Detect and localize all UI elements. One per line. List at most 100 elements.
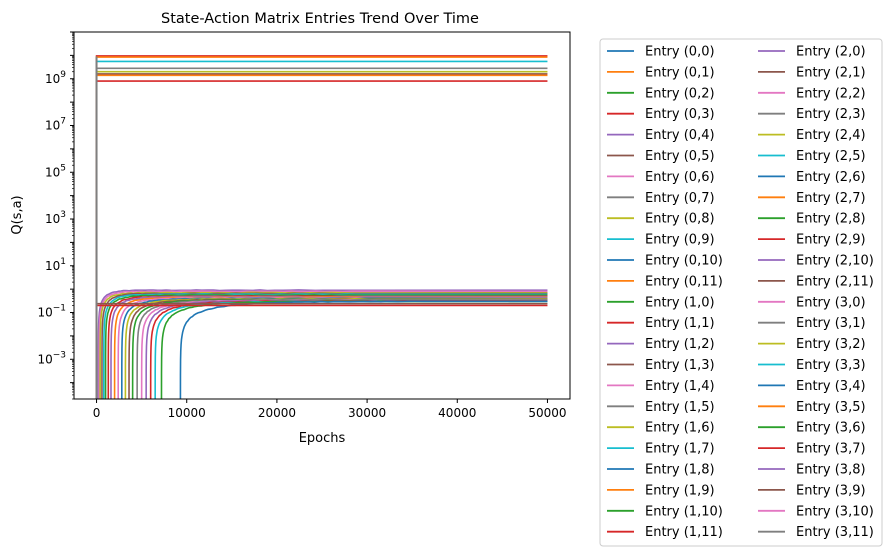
series-line [140, 299, 548, 399]
series-line [149, 299, 548, 399]
x-tick-label: 0 [93, 406, 101, 420]
legend-label: Entry (3,10) [796, 504, 874, 519]
legend-entry: Entry (0,0) [607, 45, 715, 60]
series-line [95, 304, 548, 399]
legend-label: Entry (3,9) [796, 483, 866, 498]
legend-label: Entry (0,9) [645, 233, 715, 248]
legend-entry: Entry (2,1) [758, 65, 866, 80]
plot-area [73, 31, 571, 400]
legend-entry: Entry (1,3) [607, 358, 715, 373]
legend-entry: Entry (3,4) [758, 379, 866, 394]
legend-label: Entry (1,2) [645, 337, 715, 352]
legend-label: Entry (3,11) [796, 525, 874, 540]
legend-entry: Entry (3,0) [758, 295, 866, 310]
series-line [95, 67, 548, 399]
x-axis: 0 10000 20000 30000 40000 50000 [93, 399, 567, 420]
legend-entry: Entry (2,7) [758, 191, 866, 206]
series-line [95, 80, 548, 399]
legend-entry: Entry (0,9) [607, 233, 715, 248]
chart-title: State-Action Matrix Entries Trend Over T… [161, 11, 479, 27]
legend-entry: Entry (0,4) [607, 128, 715, 143]
legend-label: Entry (1,7) [645, 442, 715, 457]
legend-label: Entry (1,10) [645, 504, 723, 519]
legend-entry: Entry (0,5) [607, 149, 715, 164]
legend-label: Entry (1,6) [645, 421, 715, 436]
series-line [113, 296, 548, 399]
y-tick-label: 107 [45, 117, 66, 133]
x-tick-label: 10000 [168, 406, 206, 420]
series-line [124, 297, 548, 399]
series-line [145, 299, 548, 399]
legend-entry: Entry (1,11) [607, 525, 723, 540]
x-tick-label: 20000 [258, 406, 296, 420]
legend-label: Entry (2,8) [796, 212, 866, 227]
series-line [97, 289, 548, 399]
legend-entry: Entry (1,5) [607, 400, 715, 415]
x-tick-label: 50000 [528, 406, 566, 420]
series-line [95, 60, 548, 399]
legend-entry: Entry (3,3) [758, 358, 866, 373]
series-line [95, 74, 548, 399]
legend-label: Entry (0,6) [645, 170, 715, 185]
legend-label: Entry (1,1) [645, 316, 715, 331]
legend-entry: Entry (0,8) [607, 212, 715, 227]
legend-label: Entry (0,10) [645, 254, 723, 269]
legend-entry: Entry (1,2) [607, 337, 715, 352]
legend-label: Entry (3,5) [796, 400, 866, 415]
legend-label: Entry (1,8) [645, 463, 715, 478]
legend-entry: Entry (3,11) [758, 525, 874, 540]
legend-entry: Entry (2,6) [758, 170, 866, 185]
legend-label: Entry (2,0) [796, 45, 866, 60]
series-line [95, 56, 548, 399]
legend-label: Entry (1,3) [645, 358, 715, 373]
legend-entry: Entry (1,6) [607, 421, 715, 436]
x-tick-label: 30000 [348, 406, 386, 420]
legend-entry: Entry (3,9) [758, 483, 866, 498]
series-line [98, 290, 548, 399]
legend-entry: Entry (2,11) [758, 274, 874, 289]
legend-entry: Entry (0,2) [607, 86, 715, 101]
legend-label: Entry (3,4) [796, 379, 866, 394]
legend-label: Entry (1,9) [645, 483, 715, 498]
legend-entry: Entry (3,10) [758, 504, 874, 519]
legend-label: Entry (0,0) [645, 45, 715, 60]
legend-label: Entry (1,4) [645, 379, 715, 394]
series-line [131, 298, 548, 399]
legend-entry: Entry (1,8) [607, 463, 715, 478]
legend-label: Entry (0,7) [645, 191, 715, 206]
legend-entry: Entry (2,10) [758, 254, 874, 269]
series-line [117, 296, 548, 399]
legend-label: Entry (2,5) [796, 149, 866, 164]
legend-entry: Entry (3,7) [758, 442, 866, 457]
y-tick-label: 10−3 [37, 350, 66, 366]
legend-label: Entry (3,3) [796, 358, 866, 373]
series-line [95, 55, 548, 399]
legend-entry: Entry (2,0) [758, 45, 866, 60]
y-tick-label: 105 [45, 163, 66, 179]
legend-entry: Entry (1,4) [607, 379, 715, 394]
legend-label: Entry (0,11) [645, 274, 723, 289]
y-axis-label: Q(s,a) [10, 195, 25, 234]
series-line [160, 300, 548, 399]
legend-entry: Entry (2,3) [758, 107, 866, 122]
series-line [95, 302, 548, 399]
series-line [154, 300, 548, 399]
y-tick-label: 103 [45, 210, 66, 226]
legend-label: Entry (2,9) [796, 233, 866, 248]
legend-label: Entry (0,8) [645, 212, 715, 227]
plot-frame [73, 31, 571, 400]
legend-label: Entry (3,8) [796, 463, 866, 478]
x-axis-label: Epochs [299, 431, 346, 446]
legend-entry: Entry (0,6) [607, 170, 715, 185]
legend-entry: Entry (0,7) [607, 191, 715, 206]
legend-entry: Entry (1,10) [607, 504, 723, 519]
legend-label: Entry (2,2) [796, 86, 866, 101]
legend-label: Entry (0,3) [645, 107, 715, 122]
y-axis: 10−3 10−1 101 103 105 107 109 [37, 31, 74, 400]
x-tick-label: 40000 [438, 406, 476, 420]
series-line [121, 297, 548, 399]
legend-entry: Entry (1,7) [607, 442, 715, 457]
y-tick-label: 10−1 [37, 304, 66, 320]
legend-entry: Entry (3,2) [758, 337, 866, 352]
series-line [179, 300, 548, 399]
